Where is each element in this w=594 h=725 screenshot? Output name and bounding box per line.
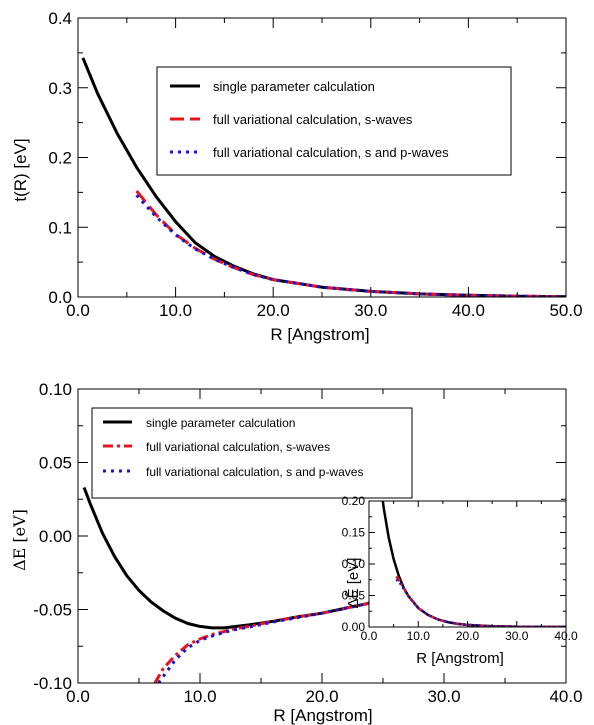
top-chart: 0.0 10.0 20.0 30.0 40.0 50.0 0.0 0.1 0.2 0.3 0.4: [48, 9, 582, 320]
bottom-chart-legend: single parameter calculation full variat…: [91, 407, 413, 499]
bottom-ytick-label-3: 0.05: [39, 454, 72, 473]
bottom-legend-label-0: single parameter calculation: [146, 416, 295, 430]
top-legend-label-2: full variational calculation, s and p-wa…: [213, 145, 449, 160]
inset-xtick-label-2: 20.0: [456, 629, 480, 643]
bottom-xtick-label-3: 30.0: [427, 687, 460, 706]
bottom-ytick-label-1: -0.05: [33, 601, 72, 620]
top-legend-box: [156, 66, 512, 176]
inset-chart: 0.0 10.0 20.0 30.0 40.0 0.00 0.05 0.10 0.15 0.20: [342, 494, 578, 643]
bottom-legend-label-2: full variational calculation, s and p-wa…: [146, 465, 363, 479]
top-ytick-label-1: 0.1: [48, 218, 72, 237]
top-xtick-label-1: 10.0: [159, 301, 192, 320]
top-series-2: [135, 194, 566, 297]
bottom-chart-xlabel: R [Angstrom]: [273, 706, 372, 725]
inset-ytick-label-1: 0.05: [342, 589, 366, 603]
bottom-chart-ylabel: ΔE [eV]: [10, 509, 29, 571]
inset-xtick-label-0: 0.0: [361, 629, 378, 643]
top-xtick-label-2: 20.0: [257, 301, 290, 320]
inset-xtick-label-3: 30.0: [505, 629, 529, 643]
top-ytick-label-4: 0.4: [48, 9, 72, 28]
top-legend-label-0: single parameter calculation: [213, 79, 375, 94]
top-legend-label-1: full variational calculation, s-waves: [213, 112, 413, 127]
bottom-ytick-label-0: -0.10: [33, 674, 72, 693]
top-chart-xlabel: R [Angstrom]: [270, 325, 369, 344]
bottom-xtick-label-1: 10.0: [183, 687, 216, 706]
top-xtick-label-5: 50.0: [549, 301, 582, 320]
top-xtick-label-4: 40.0: [452, 301, 485, 320]
inset-ytick-label-3: 0.15: [342, 526, 366, 540]
top-ytick-label-0: 0.0: [48, 288, 72, 307]
inset-chart-ylabel: ΔẼ [eV]: [345, 558, 362, 609]
top-ytick-label-3: 0.3: [48, 79, 72, 98]
top-xtick-label-0: 0.0: [66, 301, 90, 320]
bottom-xtick-label-2: 20.0: [305, 687, 338, 706]
top-ytick-label-2: 0.2: [48, 149, 72, 168]
bottom-xtick-label-0: 0.0: [66, 687, 90, 706]
bottom-legend-box: [91, 407, 413, 499]
inset-chart-xlabel: R [Angstrom]: [416, 650, 504, 667]
inset-ytick-label-0: 0.00: [342, 620, 366, 634]
bottom-ytick-label-4: 0.10: [39, 380, 72, 399]
inset-xtick-label-4: 40.0: [554, 629, 578, 643]
inset-ytick-label-4: 0.20: [342, 494, 366, 508]
inset-xtick-label-1: 10.0: [407, 629, 431, 643]
inset-plot-background: [369, 501, 566, 627]
top-series-1: [135, 190, 566, 297]
top-chart-ylabel: t(R) [eV]: [11, 138, 30, 201]
bottom-legend-label-1: full variational calculation, s-waves: [146, 440, 330, 454]
bottom-xtick-label-4: 40.0: [549, 687, 582, 706]
bottom-ytick-label-2: 0.00: [39, 527, 72, 546]
inset-ytick-label-2: 0.10: [342, 557, 366, 571]
top-chart-legend: single parameter calculation full variat…: [156, 66, 512, 176]
top-xtick-label-3: 30.0: [354, 301, 387, 320]
